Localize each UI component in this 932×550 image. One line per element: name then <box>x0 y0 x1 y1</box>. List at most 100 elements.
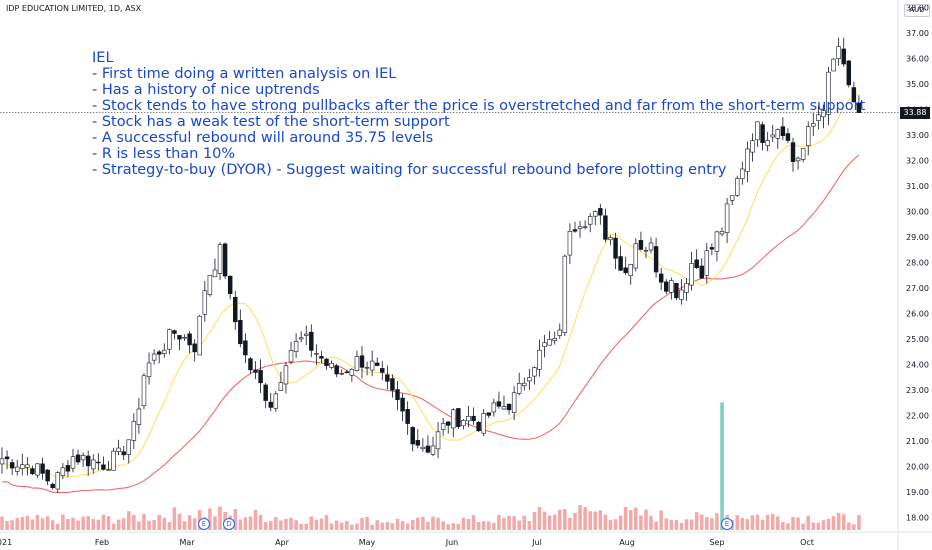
y-tick-label: 35.00 <box>906 80 929 89</box>
candle-body <box>187 333 192 346</box>
earnings-event-badge[interactable]: E <box>198 518 210 530</box>
volume-bar <box>471 515 476 530</box>
candle-body <box>836 46 841 59</box>
volume-bar <box>497 514 501 530</box>
x-tick-label: Jul <box>531 538 542 547</box>
candle-body <box>699 265 704 279</box>
volume-bar <box>385 522 390 530</box>
volume-bar <box>5 521 9 530</box>
candle-body <box>613 237 618 259</box>
volume-bar <box>821 520 826 530</box>
volume-bar <box>405 523 410 530</box>
candle-body <box>304 333 309 336</box>
candle-body <box>30 468 35 475</box>
volume-bar <box>710 518 714 530</box>
earnings-event-badge[interactable]: E <box>721 518 733 530</box>
price-axis[interactable]: 18.00 19.00 20.00 21.00 22.00 23.00 24.00 25.00… <box>906 4 929 523</box>
candle-body <box>116 447 121 452</box>
candle-body <box>273 393 279 409</box>
currency-label[interactable]: AUD <box>904 4 930 17</box>
candle-body <box>420 446 426 449</box>
candle-body <box>131 421 137 441</box>
candle-body <box>440 423 446 430</box>
candle-body <box>527 377 532 382</box>
candle-body <box>724 203 730 233</box>
candle-body <box>760 124 765 143</box>
candle-body <box>658 273 664 283</box>
volume-bar <box>735 515 740 530</box>
volume-bar <box>152 520 156 530</box>
volume-bar <box>86 516 90 530</box>
dividend-event-badge[interactable]: D <box>223 518 235 530</box>
candle-body <box>669 280 674 293</box>
time-axis[interactable]: 2021 Feb Mar Apr May Jun Jul Aug Sep Oct <box>0 538 814 547</box>
candle-body <box>20 464 25 469</box>
y-tick-label: 22.00 <box>906 411 929 420</box>
volume-bar <box>694 512 699 530</box>
volume-bar <box>770 513 775 530</box>
candle-body <box>577 226 583 229</box>
volume-bar <box>750 515 755 530</box>
volume-bar <box>167 522 172 530</box>
candle-body <box>506 403 512 411</box>
volume-bar <box>263 521 268 530</box>
ma-long-line <box>2 154 860 494</box>
volume-bar <box>760 519 765 530</box>
candle-body <box>522 382 527 387</box>
candle-body <box>638 240 644 250</box>
volume-bar <box>30 519 35 530</box>
volume-bar <box>248 516 253 530</box>
candle-body <box>344 371 350 374</box>
volume-bar <box>547 515 552 530</box>
candle-body <box>354 356 360 371</box>
volume-bar <box>583 506 587 530</box>
volume-bar <box>309 516 314 530</box>
volume-bar <box>715 513 719 530</box>
volume-bar <box>370 524 374 530</box>
candle-body <box>85 455 91 467</box>
annotation-line: - Strategy-to-buy (DYOR) - Suggest waiti… <box>92 162 727 178</box>
candle-body <box>805 126 811 147</box>
candle-body <box>380 368 385 373</box>
candle-body <box>364 367 370 369</box>
volume-bar <box>289 517 293 530</box>
candle-body <box>288 350 294 363</box>
candle-body <box>714 231 720 252</box>
candle-body <box>35 463 40 476</box>
volume-bar <box>765 514 770 530</box>
candle-body <box>790 142 796 162</box>
candle-body <box>770 134 775 138</box>
volume-bar <box>542 511 547 530</box>
y-tick-label: 32.00 <box>906 157 929 166</box>
candle-body <box>664 281 669 292</box>
candle-body <box>182 336 187 339</box>
candle-body <box>603 215 608 240</box>
candle-body <box>471 415 476 421</box>
candle-body <box>476 421 481 432</box>
volume-bar <box>182 521 187 530</box>
y-tick-label: 37.00 <box>906 29 929 38</box>
candle-body <box>9 462 15 469</box>
volume-bar <box>299 523 303 530</box>
candle-body <box>405 409 410 424</box>
annotation-line: - Has a history of nice uptrends <box>92 82 320 98</box>
volume-bar <box>243 517 248 530</box>
candle-body <box>55 472 61 490</box>
volume-bar <box>481 521 486 530</box>
candle-body <box>298 337 304 340</box>
candle-body <box>851 87 857 103</box>
candle-body <box>141 375 147 407</box>
volume-bar <box>654 521 658 530</box>
volume-bar <box>81 516 85 530</box>
candle-body <box>283 365 289 385</box>
candle-body <box>466 416 471 422</box>
volume-bar <box>106 516 111 530</box>
volume-bar <box>446 524 450 530</box>
volume-bar <box>836 512 841 530</box>
volume-bar <box>208 508 212 530</box>
candle-body <box>653 246 659 273</box>
volume-bar <box>705 517 709 530</box>
candle-body <box>197 315 202 356</box>
volume-bar <box>238 519 243 530</box>
